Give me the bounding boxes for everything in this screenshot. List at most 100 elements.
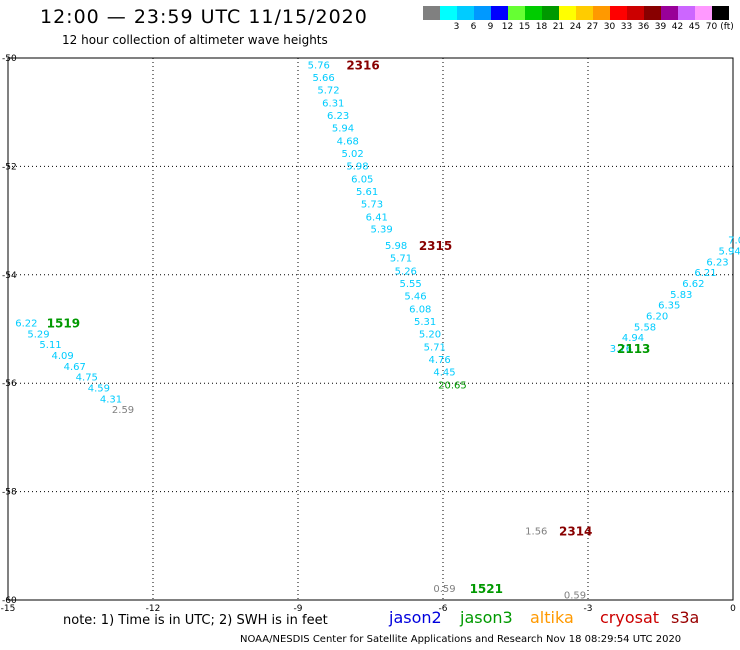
mission-jason2: jason2 (389, 608, 442, 627)
lat-tick-label: -58 (2, 488, 17, 498)
footer-credit: NOAA/NESDIS Center for Satellite Applica… (240, 634, 682, 645)
wave-height-value: 1.56 (525, 527, 547, 538)
mission-s3a: s3a (671, 608, 700, 627)
wave-height-value: 4.68 (337, 136, 359, 147)
wave-height-value: 3.76 (610, 344, 632, 355)
wave-height-value: 6.41 (366, 212, 388, 223)
wave-height-value: 5.76 (308, 61, 330, 72)
lon-tick-label: -6 (439, 604, 448, 614)
wave-height-value: 6.62 (682, 279, 704, 290)
scale-label: 33 (620, 22, 633, 32)
scale-label: 39 (654, 22, 667, 32)
wave-height-value: 5.39 (371, 225, 393, 236)
scale-swatch (576, 6, 593, 20)
wave-height-value: 5.61 (356, 187, 378, 198)
wave-height-value: 6.31 (322, 98, 344, 109)
track-1521: 0.59 0.59 1521 (433, 582, 586, 602)
map-title: 12:00 — 23:59 UTC 11/15/2020 (40, 6, 368, 28)
wave-height-value: 5.29 (27, 329, 49, 340)
wave-height-value: 5.72 (317, 85, 339, 96)
scale-swatch (457, 6, 474, 20)
wave-height-value: 6.35 (658, 301, 680, 312)
scale-unit: (ft) (720, 22, 734, 32)
scale-swatch (525, 6, 542, 20)
wave-height-value: 5.98 (346, 161, 368, 172)
scale-label: 12 (501, 22, 514, 32)
wave-height-value: 4.94 (622, 333, 644, 344)
axis-tick-labels: -15 -12 -9 -6 -3 0 -50 -52 -54 -56 -58 -60 (1, 54, 736, 614)
scale-label: 9 (487, 22, 494, 32)
scale-swatch (610, 6, 627, 20)
wave-height-value: 4.45 (433, 367, 455, 378)
scale-label: 42 (671, 22, 684, 32)
scale-swatch (423, 6, 440, 20)
wave-height-value: 2.59 (112, 405, 134, 416)
wave-height-value: 6.05 (351, 174, 373, 185)
wave-height-value: 5.11 (39, 340, 61, 351)
track-2113: 3.764.945.586.206.355.836.626.216.235.94… (610, 236, 740, 356)
wave-height-value: 6.08 (409, 304, 431, 315)
scale-label: 3 (453, 22, 460, 32)
wave-height-value: 6.22 (15, 318, 37, 329)
wave-height-value: 4.09 (52, 351, 74, 362)
footer-note: note: 1) Time is in UTC; 2) SWH is in fe… (63, 613, 328, 628)
track-2314: 1.56 2314 (525, 525, 592, 539)
track-time-label: 1521 (470, 582, 503, 596)
lon-tick-label: -3 (584, 604, 593, 614)
wave-height-value: 4.75 (76, 373, 98, 384)
track-1519: 6.225.295.114.094.674.754.594.312.59 1519 (15, 316, 134, 416)
lon-tick-label: -12 (146, 604, 161, 614)
wave-height-value: 5.02 (342, 149, 364, 160)
lat-tick-label: -50 (2, 54, 17, 64)
lat-tick-label: -52 (2, 162, 17, 172)
wave-height-value: 20.65 (438, 380, 467, 391)
wave-height-value: 5.71 (424, 342, 446, 353)
wave-height-value: 5.83 (670, 290, 692, 301)
track-time-label: 2113 (617, 342, 650, 356)
wave-height-value: 4.67 (64, 362, 86, 373)
scale-swatch (712, 6, 729, 20)
scale-label: 21 (552, 22, 565, 32)
track-time-label: 2314 (559, 525, 592, 539)
wave-height-value: 0.59 (564, 591, 586, 602)
track-time-label: 2315 (419, 239, 452, 253)
wave-height-value: 0.59 (433, 584, 455, 595)
scale-label: 15 (518, 22, 531, 32)
scale-swatch (559, 6, 576, 20)
mission-jason3: jason3 (460, 608, 513, 627)
wave-height-value: 5.31 (414, 317, 436, 328)
scale-swatch (474, 6, 491, 20)
lon-tick-label: -9 (294, 604, 303, 614)
scale-label: 45 (688, 22, 701, 32)
wave-height-value: 5.98 (385, 241, 407, 252)
map-frame (7, 57, 734, 601)
wave-height-value: 5.94 (719, 246, 740, 257)
scale-label: 36 (637, 22, 650, 32)
wave-height-value: 6.23 (327, 111, 349, 122)
scale-label: 30 (603, 22, 616, 32)
track-time-label: 2316 (346, 59, 379, 73)
lat-tick-label: -56 (2, 379, 17, 389)
wave-height-value: 5.58 (634, 322, 656, 333)
track-time-label: 1519 (47, 316, 80, 330)
lat-tick-label: -54 (2, 271, 17, 281)
lon-tick-label: -15 (1, 604, 16, 614)
mission-cryosat: cryosat (600, 608, 660, 627)
wave-height-value: 5.20 (419, 329, 441, 340)
wave-height-value: 5.71 (390, 253, 412, 264)
scale-swatch (508, 6, 525, 20)
scale-label: 6 (470, 22, 477, 32)
wave-height-value: 6.21 (694, 268, 716, 279)
scale-swatch (542, 6, 559, 20)
wave-height-value: 5.26 (395, 266, 417, 277)
scale-label: 18 (535, 22, 548, 32)
scale-swatch (440, 6, 457, 20)
map-subtitle: 12 hour collection of altimeter wave hei… (62, 33, 328, 47)
scale-swatch (491, 6, 508, 20)
wave-height-value: 6.20 (646, 311, 668, 322)
wave-height-value: 5.94 (332, 123, 354, 134)
track-2315: 5.985.715.265.555.466.085.315.205.714.76… (385, 239, 467, 391)
scale-label: 27 (586, 22, 599, 32)
scale-swatch (678, 6, 695, 20)
